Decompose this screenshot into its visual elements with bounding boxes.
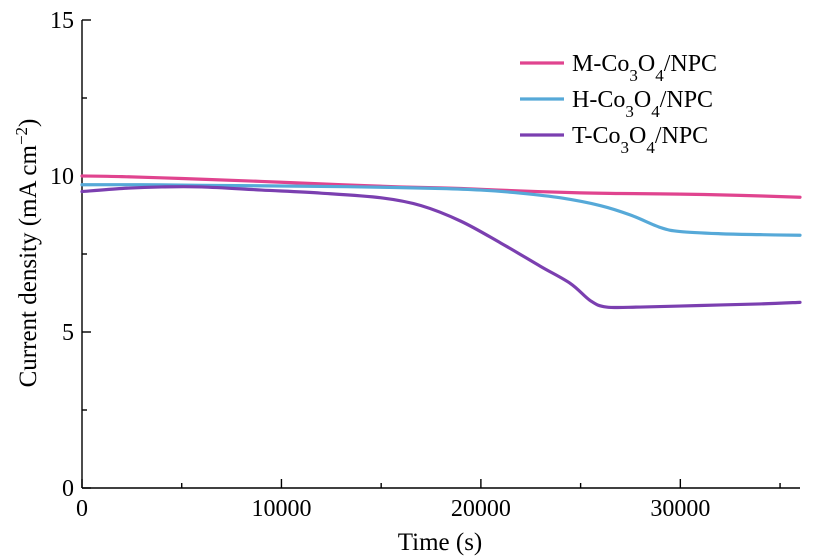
series-group [80, 174, 802, 310]
x-tick-label: 0 [76, 496, 88, 522]
x-axis-title: Time (s) [398, 529, 483, 556]
legend-label-3: T-Co3O4/NPC [572, 123, 708, 157]
x-tick-label: 10000 [251, 496, 311, 522]
y-axis-title-prefix: Current density (mA cm [15, 144, 42, 387]
y-axis-title-sup: −2 [12, 127, 31, 145]
y-tick-label: 0 [62, 476, 74, 502]
y-tick-label: 15 [50, 8, 74, 34]
legend-label-1: M-Co3O4/NPC [572, 51, 717, 85]
y-tick-label: 10 [50, 164, 74, 190]
series-line-3 [80, 185, 802, 310]
axes: 0 5 10 15 0 10000 20000 30000 [50, 8, 800, 522]
y-axis-title: Current density (mA cm−2) [12, 119, 43, 388]
x-tick-label: 20000 [451, 496, 511, 522]
y-tick-label: 5 [62, 320, 74, 346]
y-axis-title-suffix: ) [15, 119, 42, 127]
x-tick-label: 30000 [650, 496, 710, 522]
legend-label-2: H-Co3O4/NPC [572, 87, 713, 121]
series-line-2 [80, 183, 802, 237]
